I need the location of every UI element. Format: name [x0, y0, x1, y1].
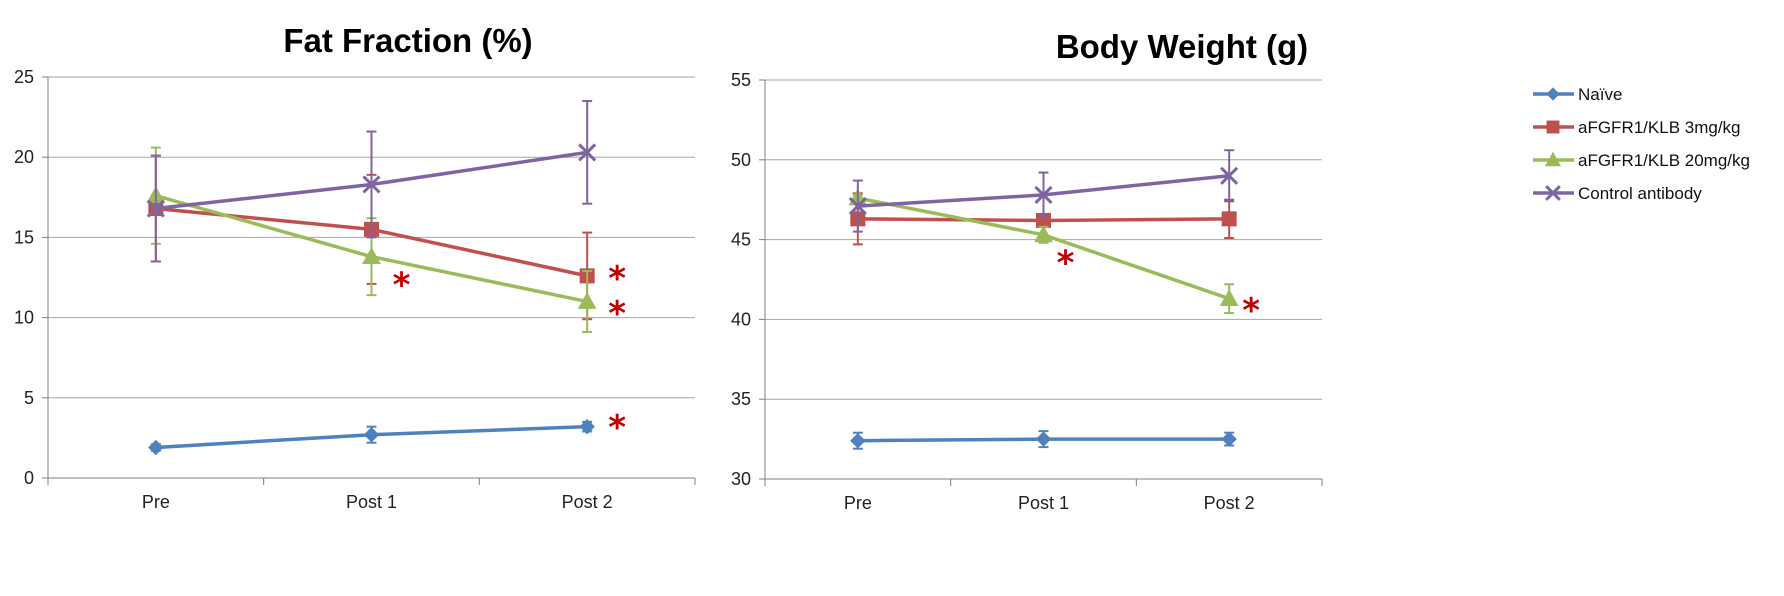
y-tick-label: 50	[731, 150, 751, 170]
data-point-marker-stroke	[1220, 166, 1239, 185]
data-point-marker-stroke	[146, 199, 165, 218]
data-point-marker	[1219, 289, 1239, 306]
legend-label: aFGFR1/KLB 3mg/kg	[1578, 118, 1741, 137]
data-point-marker	[577, 292, 597, 309]
data-point-marker-stroke	[362, 175, 381, 194]
data-point-marker	[146, 199, 165, 218]
series-control-antibody	[848, 149, 1239, 233]
legend-marker	[1545, 185, 1561, 201]
significance-asterisk: *	[393, 265, 411, 305]
y-tick-label: 25	[14, 67, 34, 87]
data-point-marker-stroke	[578, 143, 597, 162]
legend-item-naive: Naïve	[1533, 85, 1622, 104]
legend-marker	[1546, 120, 1560, 134]
data-point-marker	[362, 247, 381, 264]
significance-asterisk: *	[608, 294, 626, 334]
legend-item-afgfr1-klb-20mg-kg: aFGFR1/KLB 20mg/kg	[1533, 151, 1750, 170]
y-tick-label: 55	[731, 70, 751, 90]
y-tick-label: 20	[14, 147, 34, 167]
legend-marker-stroke	[1545, 185, 1561, 201]
x-tick-label: Pre	[844, 493, 872, 513]
x-tick-label: Pre	[142, 492, 170, 512]
x-tick-label: Post 2	[1204, 493, 1255, 513]
data-point-marker	[579, 418, 595, 435]
data-point-marker	[578, 143, 597, 162]
data-point-marker	[1221, 211, 1237, 227]
data-point-marker	[362, 175, 381, 194]
legend-item-control-antibody: Control antibody	[1533, 184, 1702, 203]
y-tick-label: 35	[731, 389, 751, 409]
data-point-marker-stroke	[1034, 185, 1053, 204]
x-tick-label: Post 1	[346, 492, 397, 512]
y-tick-label: 15	[14, 227, 34, 247]
y-tick-label: 0	[24, 468, 34, 488]
fat-fraction-chart: Fat Fraction (%) 0 5 10 15 20 25 Pre Post 1 Post…	[14, 22, 696, 512]
significance-asterisk: *	[1242, 291, 1260, 331]
data-point-marker	[848, 197, 867, 216]
data-point-marker	[148, 439, 164, 456]
legend-label: Control antibody	[1578, 184, 1702, 203]
data-point-marker-stroke	[848, 197, 867, 216]
y-tick-label: 45	[731, 230, 751, 250]
data-point-marker	[1035, 431, 1052, 447]
significance-asterisk: *	[1057, 243, 1075, 283]
y-tick-label: 30	[731, 469, 751, 489]
body-weight-chart: Body Weight (g) 30 35 40 45 50 55 Pre Post 1 Pos…	[731, 28, 1323, 513]
series-naive	[850, 430, 1237, 450]
legend-marker	[1546, 87, 1560, 101]
data-point-marker	[1220, 166, 1239, 185]
legend-label: aFGFR1/KLB 20mg/kg	[1578, 151, 1750, 170]
data-point-marker	[363, 426, 380, 443]
data-point-marker	[1221, 431, 1237, 447]
y-tick-label: 5	[24, 388, 34, 408]
significance-asterisk: *	[608, 259, 626, 299]
series-control-antibody	[146, 100, 597, 263]
chart-title: Fat Fraction (%)	[283, 22, 532, 59]
data-point-marker	[1034, 225, 1053, 243]
legend-item-afgfr1-klb-3mg-kg: aFGFR1/KLB 3mg/kg	[1533, 118, 1741, 137]
chart-title: Body Weight (g)	[1056, 28, 1308, 65]
y-tick-label: 10	[14, 308, 34, 328]
series-naive	[148, 418, 595, 456]
legend: Naïve aFGFR1/KLB 3mg/kg aFGFR1/KLB 20mg/kg…	[1533, 85, 1750, 203]
data-point-marker	[850, 432, 866, 449]
legend-marker	[1544, 151, 1562, 167]
x-tick-label: Post 2	[562, 492, 613, 512]
data-point-marker	[1034, 185, 1053, 204]
y-tick-label: 40	[731, 309, 751, 329]
x-tick-label: Post 1	[1018, 493, 1069, 513]
legend-label: Naïve	[1578, 85, 1622, 104]
significance-asterisk: *	[608, 408, 626, 448]
